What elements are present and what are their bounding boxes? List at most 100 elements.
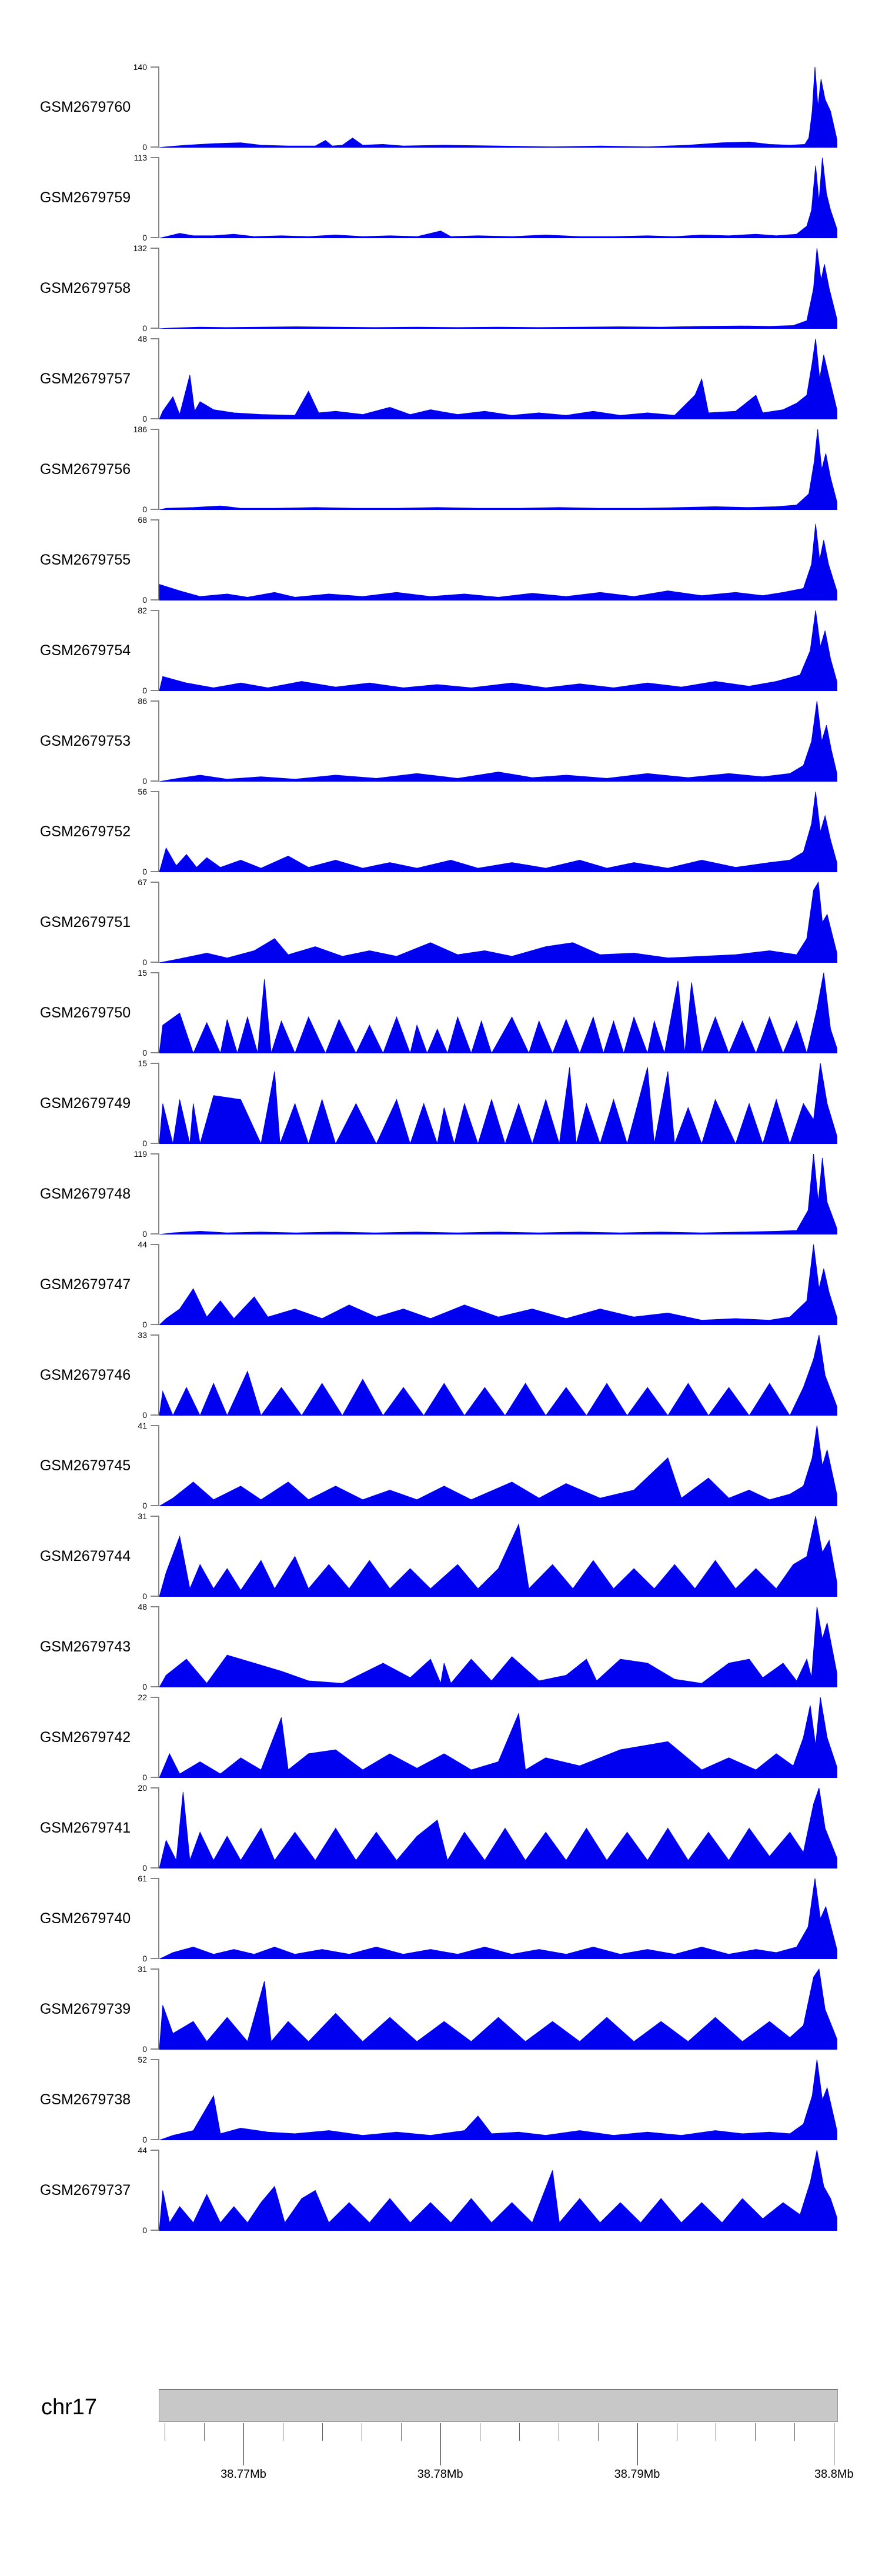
track-row: GSM2679749 15 0 <box>0 1059 882 1148</box>
signal-area <box>159 972 837 1053</box>
y-axis-max-label: 31 <box>138 1511 147 1521</box>
track-label: GSM2679742 <box>39 1729 131 1746</box>
y-axis-zero-label: 0 <box>142 867 147 876</box>
y-axis-line <box>158 1697 159 1778</box>
track-row: GSM2679753 86 0 <box>0 696 882 785</box>
track-label: GSM2679749 <box>39 1095 131 1112</box>
y-axis-line <box>158 1968 159 2050</box>
signal-area <box>159 429 837 510</box>
y-axis-line <box>158 1516 159 1597</box>
y-axis-max-label: 186 <box>133 425 147 434</box>
signal-area <box>159 882 837 963</box>
y-axis-tick <box>151 1878 158 1879</box>
track-label: GSM2679739 <box>39 2000 131 2017</box>
y-axis-tick <box>151 2139 158 2140</box>
signal-area <box>159 1697 837 1778</box>
y-axis-line <box>158 1063 159 1144</box>
track-label: GSM2679754 <box>39 642 131 659</box>
y-axis-tick <box>151 1787 158 1788</box>
y-axis-tick <box>151 1505 158 1506</box>
track-row: GSM2679743 48 0 <box>0 1603 882 1691</box>
y-axis-line <box>158 1787 159 1868</box>
signal-area <box>159 1244 837 1325</box>
y-axis-max-label: 20 <box>138 1783 147 1793</box>
y-axis-zero-label: 0 <box>142 1048 147 1057</box>
y-axis-line <box>158 1153 159 1234</box>
y-axis-max-label: 113 <box>133 153 147 162</box>
y-axis-line <box>158 429 159 510</box>
y-axis-tick <box>151 871 158 872</box>
y-axis-zero-label: 0 <box>142 957 147 967</box>
signal-area <box>159 1334 837 1416</box>
y-axis-line <box>158 1244 159 1325</box>
y-axis-tick <box>151 2059 158 2060</box>
y-axis-tick <box>151 338 158 339</box>
track-label: GSM2679752 <box>39 823 131 840</box>
signal-area <box>159 1787 837 1868</box>
y-axis-line <box>158 2150 159 2231</box>
track-row: GSM2679760 140 0 <box>0 63 882 151</box>
ruler-minor-tick <box>755 2423 756 2441</box>
y-axis-max-label: 86 <box>138 696 147 706</box>
y-axis-zero-label: 0 <box>142 1682 147 1691</box>
y-axis-max-label: 44 <box>138 2145 147 2155</box>
y-axis-zero-label: 0 <box>142 505 147 514</box>
y-axis-tick <box>151 1516 158 1517</box>
y-axis-tick <box>151 882 158 883</box>
track-label: GSM2679743 <box>39 1638 131 1655</box>
y-axis-tick <box>151 599 158 600</box>
y-axis-line <box>158 610 159 691</box>
track-row: GSM2679741 20 0 <box>0 1783 882 1872</box>
y-axis-tick <box>151 791 158 792</box>
y-axis-zero-label: 0 <box>142 1320 147 1329</box>
ruler-tick-label: 38.77Mb <box>220 2468 266 2481</box>
signal-area <box>159 248 837 329</box>
ruler-minor-tick <box>597 2423 599 2441</box>
y-axis-tick <box>151 146 158 148</box>
y-axis-max-label: 41 <box>138 1421 147 1430</box>
signal-area <box>159 1606 837 1687</box>
track-row: GSM2679757 48 0 <box>0 335 882 423</box>
y-axis-tick <box>151 1143 158 1144</box>
y-axis-tick <box>151 248 158 249</box>
y-axis-max-label: 68 <box>138 515 147 525</box>
signal-area <box>159 1516 837 1597</box>
y-axis-max-label: 56 <box>138 787 147 796</box>
ruler-tick-label: 38.8Mb <box>814 2468 854 2481</box>
y-axis-zero-label: 0 <box>142 1139 147 1148</box>
track-label: GSM2679745 <box>39 1457 131 1474</box>
y-axis-tick <box>151 1606 158 1607</box>
signal-area <box>159 157 837 238</box>
y-axis-tick <box>151 2230 158 2231</box>
track-row: GSM2679756 186 0 <box>0 425 882 514</box>
y-axis-tick <box>151 1063 158 1064</box>
track-row: GSM2679759 113 0 <box>0 153 882 242</box>
y-axis-line <box>158 338 159 419</box>
y-axis-tick <box>151 1686 158 1687</box>
y-axis-zero-label: 0 <box>142 1229 147 1239</box>
track-row: GSM2679744 31 0 <box>0 1512 882 1601</box>
track-label: GSM2679756 <box>39 461 131 478</box>
signal-area <box>159 1878 837 1959</box>
chromosome-label: chr17 <box>41 2395 98 2420</box>
y-axis-line <box>158 157 159 238</box>
y-axis-zero-label: 0 <box>142 1954 147 1963</box>
y-axis-line <box>158 2059 159 2140</box>
signal-area <box>159 1153 837 1234</box>
signal-area <box>159 2059 837 2140</box>
y-axis-tick <box>151 1697 158 1698</box>
signal-area <box>159 1063 837 1144</box>
track-label: GSM2679747 <box>39 1276 131 1293</box>
y-axis-max-label: 22 <box>138 1693 147 1702</box>
y-axis-tick <box>151 1596 158 1597</box>
y-axis-max-label: 33 <box>138 1330 147 1340</box>
track-label: GSM2679744 <box>39 1547 131 1564</box>
y-axis-zero-label: 0 <box>142 1591 147 1601</box>
y-axis-max-label: 15 <box>138 1059 147 1068</box>
y-axis-max-label: 82 <box>138 606 147 615</box>
y-axis-tick <box>151 1244 158 1245</box>
ruler-minor-tick <box>794 2423 796 2441</box>
y-axis-tick <box>151 157 158 158</box>
signal-area <box>159 700 837 782</box>
